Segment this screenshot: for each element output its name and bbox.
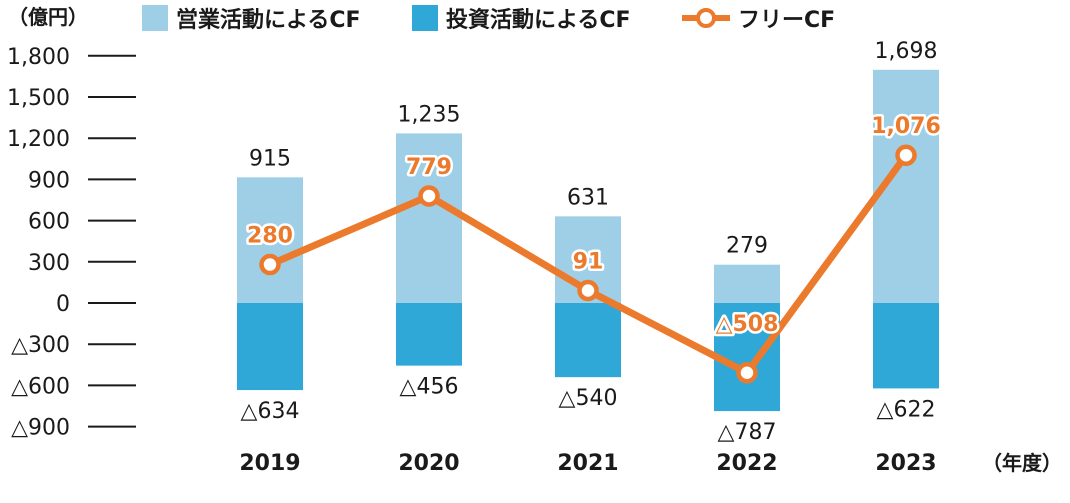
operating-cf-label-2023: 1,698 [875,39,938,64]
x-tick-label-2019: 2019 [239,451,300,476]
legend: 営業活動によるCF 投資活動によるCF フリーCF [142,5,835,33]
x-unit-label: （年度） [982,451,1062,475]
y-tick-label: 1,800 [7,45,70,70]
y-tick-label: △900 [11,416,70,441]
operating-cf-label-2019: 915 [249,146,291,171]
y-tick-label: 600 [28,210,70,235]
operating-cf-label-2022: 279 [726,234,768,259]
investing-cf-bar-2020 [396,303,462,366]
free-cf-point-2022 [736,362,758,384]
free-cf-point-2019 [259,253,281,276]
bars [237,69,939,412]
free-cf-point-2023 [895,144,917,166]
free-cf-label-2021: 91 [573,250,604,275]
operating-cf-bar-2022 [714,264,780,303]
x-tick-label-2020: 2020 [398,451,459,476]
y-tick-label: 900 [28,168,70,193]
operating-cf-label-2020: 1,235 [398,102,461,127]
investing-cf-bar-2021 [555,303,621,378]
operating-cf-bar-2020 [396,133,462,303]
x-tick-label-2023: 2023 [875,451,936,476]
free-cf-point-2020 [418,185,440,207]
investing-cf-bar-2022 [714,303,780,412]
y-tick-label: 1,500 [7,86,70,111]
investing-cf-label-2021: △540 [559,386,618,411]
y-tick-label: 0 [56,292,70,317]
y-unit-label: （億円） [8,5,88,29]
legend-marker [696,8,716,28]
investing-cf-label-2019: △634 [241,399,300,424]
operating-cf-bar-2019 [237,177,303,303]
x-axis: 2019 2020 2021 2022 2023 [239,451,936,476]
investing-cf-label-2023: △622 [877,397,936,422]
legend-swatch-0 [142,5,168,31]
legend-swatch-1 [412,5,438,31]
y-tick-label: 300 [28,251,70,276]
bar-labels: 915 1,235 631 279 1,698 △634 △456 △540 △787 △622 [241,39,938,445]
free-cf-label-2023: 1,076 [871,114,941,139]
free-cf-point-2021 [577,279,599,302]
investing-cf-bar-2019 [237,303,303,391]
free-cf-labels: 280 779 91 △508 1,076 [245,112,944,340]
investing-cf-bar-2023 [873,303,939,389]
free-cf-label-2019: 280 [247,224,293,249]
y-axis: 1,800 1,500 1,200 900 600 300 0 △300 △600 △900 [7,45,136,441]
investing-cf-label-2022: △787 [718,420,777,445]
x-tick-label-2021: 2021 [557,451,618,476]
x-tick-label-2022: 2022 [716,451,777,476]
legend-label-1: 投資活動によるCF [446,7,631,33]
y-tick-label: △600 [11,374,70,399]
y-tick-label: △300 [11,333,70,358]
y-tick-label: 1,200 [7,127,70,152]
investing-cf-label-2020: △456 [400,375,459,400]
free-cf-line [259,144,917,384]
operating-cf-label-2021: 631 [567,185,609,210]
free-cf-label-2020: 779 [406,155,452,180]
legend-label-0: 営業活動によるCF [176,7,361,33]
free-cf-label-2022: △508 [716,312,779,337]
legend-label-2: フリーCF [738,8,835,33]
